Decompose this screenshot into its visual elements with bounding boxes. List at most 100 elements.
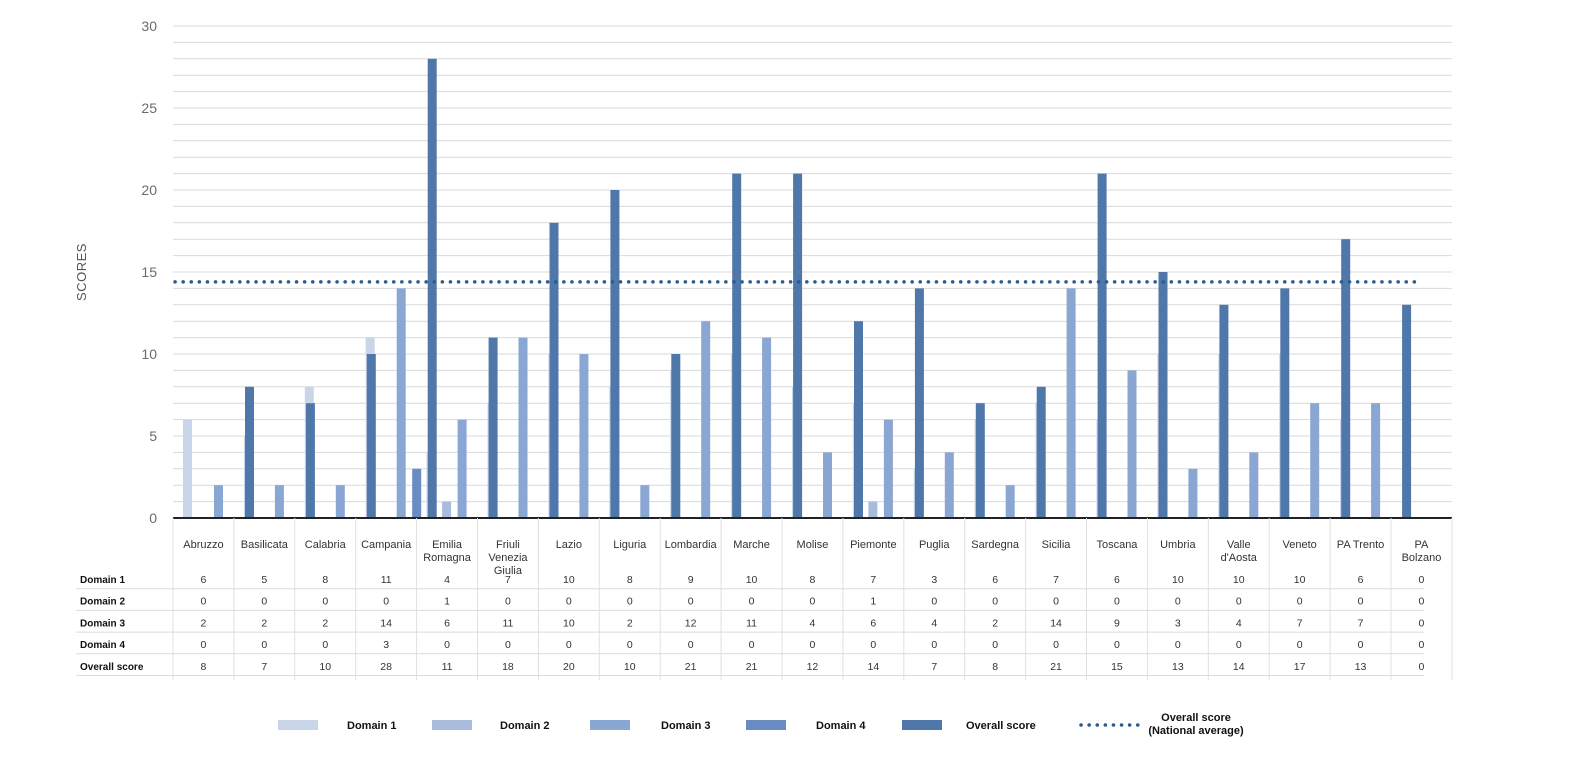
bar bbox=[1371, 403, 1381, 518]
x-tick-label-line: d'Aosta bbox=[1221, 552, 1258, 564]
x-tick-label: Puglia bbox=[919, 539, 950, 551]
table-cell: 12 bbox=[685, 617, 697, 629]
table-cell: 0 bbox=[1236, 639, 1242, 651]
x-tick-label: Molise bbox=[797, 539, 829, 551]
table-cell: 0 bbox=[1358, 639, 1364, 651]
table-cell: 7 bbox=[505, 574, 511, 586]
bar bbox=[1188, 468, 1198, 518]
x-tick-label-line: Liguria bbox=[613, 539, 647, 551]
y-tick-label: 30 bbox=[141, 18, 157, 34]
bar bbox=[701, 321, 711, 518]
table-cell: 0 bbox=[444, 639, 450, 651]
table-cell: 2 bbox=[261, 617, 267, 629]
x-tick-label-line: Piemonte bbox=[850, 539, 896, 551]
bar bbox=[1097, 173, 1107, 518]
x-tick-label: Marche bbox=[733, 539, 770, 551]
table-cell: 3 bbox=[931, 574, 937, 586]
legend-label: Overall score (National average) bbox=[1148, 712, 1244, 737]
table-cell: 6 bbox=[1358, 574, 1364, 586]
table-cell: 1 bbox=[870, 596, 876, 608]
table-cell: 8 bbox=[992, 661, 998, 673]
table-cell: 0 bbox=[1297, 639, 1303, 651]
bar bbox=[214, 485, 223, 518]
series-overall-score bbox=[245, 58, 1412, 519]
bar bbox=[868, 501, 878, 518]
x-tick-label-line: Giulia bbox=[494, 565, 523, 577]
table-cell: 0 bbox=[870, 639, 876, 651]
table-cell: 7 bbox=[261, 661, 267, 673]
table-cell: 17 bbox=[1294, 661, 1306, 673]
legend-label-line: (National average) bbox=[1148, 725, 1244, 737]
y-axis-label: SCORES bbox=[74, 243, 89, 301]
bar bbox=[488, 337, 498, 518]
x-tick-label-line: Abruzzo bbox=[183, 539, 223, 551]
y-tick-label: 15 bbox=[141, 264, 157, 280]
table-row-label: Domain 2 bbox=[80, 597, 125, 608]
table-cell: 0 bbox=[1358, 596, 1364, 608]
table-cell: 10 bbox=[624, 661, 636, 673]
bar bbox=[1066, 288, 1076, 518]
table-cell: 7 bbox=[870, 574, 876, 586]
table-cell: 8 bbox=[627, 574, 633, 586]
table-cell: 0 bbox=[688, 639, 694, 651]
table-cell: 0 bbox=[1175, 596, 1181, 608]
bar bbox=[274, 485, 284, 518]
table-cell: 8 bbox=[322, 574, 328, 586]
x-tick-label: Lombardia bbox=[665, 539, 718, 551]
y-tick-label: 20 bbox=[141, 182, 157, 198]
bar bbox=[823, 452, 832, 518]
y-tick-label: 5 bbox=[149, 428, 157, 444]
x-tick-label-line: Lombardia bbox=[665, 539, 718, 551]
table-cell: 0 bbox=[383, 596, 389, 608]
legend-swatch bbox=[902, 720, 942, 730]
table-cell: 0 bbox=[1419, 661, 1425, 673]
bar bbox=[183, 419, 192, 518]
table-cell: 10 bbox=[1294, 574, 1306, 586]
x-tick-label: Basilicata bbox=[241, 539, 289, 551]
bar bbox=[1249, 452, 1259, 518]
bar bbox=[914, 288, 924, 518]
table-cell: 0 bbox=[810, 639, 816, 651]
grid-lines bbox=[173, 25, 1452, 503]
table-cell: 2 bbox=[201, 617, 207, 629]
table-cell: 21 bbox=[1050, 661, 1062, 673]
table-cell: 14 bbox=[868, 661, 880, 673]
x-tick-label: Lazio bbox=[556, 539, 582, 551]
x-tick-label-line: Bolzano bbox=[1402, 552, 1442, 564]
x-tick-label-line: PA bbox=[1415, 539, 1430, 551]
x-tick-label: Umbria bbox=[1160, 539, 1196, 551]
x-tick-label-line: Puglia bbox=[919, 539, 950, 551]
table-cell: 0 bbox=[566, 639, 572, 651]
table-cell: 7 bbox=[931, 661, 937, 673]
legend-label: Overall score bbox=[966, 720, 1036, 732]
x-tick-label-line: Umbria bbox=[1160, 539, 1196, 551]
table-cell: 4 bbox=[931, 617, 937, 629]
table-cell: 0 bbox=[931, 596, 937, 608]
x-tick-label-line: Molise bbox=[797, 539, 829, 551]
table-cell: 0 bbox=[1297, 596, 1303, 608]
series-domain-4 bbox=[412, 468, 422, 518]
bar bbox=[427, 58, 437, 519]
bar bbox=[944, 452, 954, 518]
table-cell: 14 bbox=[1233, 661, 1245, 673]
x-tick-label-line: Lazio bbox=[556, 539, 582, 551]
table-cell: 0 bbox=[627, 639, 633, 651]
table-cell: 0 bbox=[1419, 596, 1425, 608]
table-cell: 5 bbox=[261, 574, 267, 586]
table-cell: 0 bbox=[992, 596, 998, 608]
table-cell: 2 bbox=[992, 617, 998, 629]
bar bbox=[412, 468, 422, 518]
y-tick-label: 0 bbox=[149, 510, 157, 526]
table-cell: 6 bbox=[992, 574, 998, 586]
bar bbox=[396, 288, 406, 518]
x-tick-label-line: Campania bbox=[361, 539, 412, 551]
x-tick-label-line: Calabria bbox=[305, 539, 347, 551]
table-cell: 0 bbox=[1114, 596, 1120, 608]
legend-label-line: Overall score bbox=[1161, 712, 1231, 724]
table-cell: 0 bbox=[322, 596, 328, 608]
bar bbox=[671, 354, 681, 518]
table-cell: 0 bbox=[261, 596, 267, 608]
table-cell: 0 bbox=[688, 596, 694, 608]
table-cell: 21 bbox=[685, 661, 697, 673]
bar bbox=[366, 354, 376, 518]
